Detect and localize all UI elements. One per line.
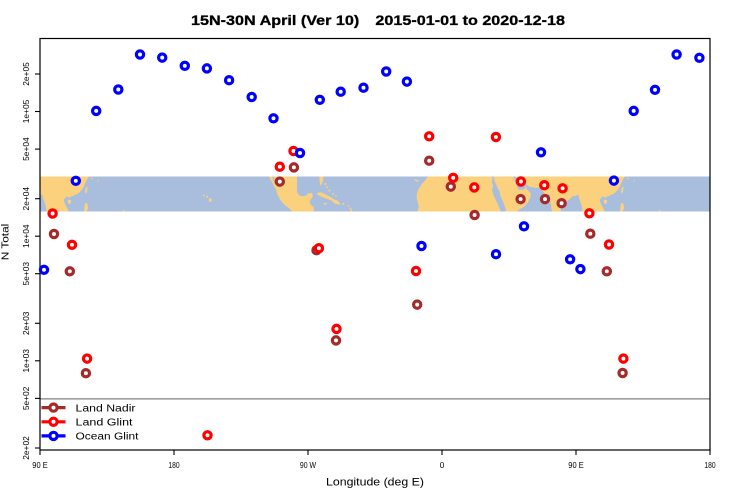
svg-text:N Total: N Total <box>1 224 12 261</box>
svg-text:90 E: 90 E <box>568 461 584 470</box>
svg-text:Land Nadir: Land Nadir <box>76 403 137 414</box>
svg-text:0: 0 <box>440 461 445 470</box>
svg-text:1e+04: 1e+04 <box>22 224 31 248</box>
svg-text:180: 180 <box>704 461 716 470</box>
svg-text:5e+02: 5e+02 <box>22 386 31 410</box>
svg-text:5e+03: 5e+03 <box>22 261 31 285</box>
svg-text:Longitude (deg E): Longitude (deg E) <box>326 477 424 489</box>
svg-text:2e+04: 2e+04 <box>22 186 31 210</box>
svg-text:1e+05: 1e+05 <box>22 99 31 123</box>
svg-text:2e+02: 2e+02 <box>22 436 31 460</box>
svg-text:180: 180 <box>168 461 180 470</box>
svg-text:2e+05: 2e+05 <box>22 62 31 86</box>
svg-text:1e+03: 1e+03 <box>22 349 31 373</box>
svg-text:5e+04: 5e+04 <box>22 137 31 161</box>
svg-text:2e+03: 2e+03 <box>22 311 31 335</box>
svg-text:Land Glint: Land Glint <box>76 418 133 429</box>
svg-text:90 W: 90 W <box>300 461 316 470</box>
svg-text:Ocean Glint: Ocean Glint <box>76 432 139 443</box>
svg-text:90 E: 90 E <box>32 461 48 470</box>
svg-text:15N-30N April (Ver 10) 2015-0: 15N-30N April (Ver 10) 2015-01-01 to 202… <box>191 13 565 28</box>
